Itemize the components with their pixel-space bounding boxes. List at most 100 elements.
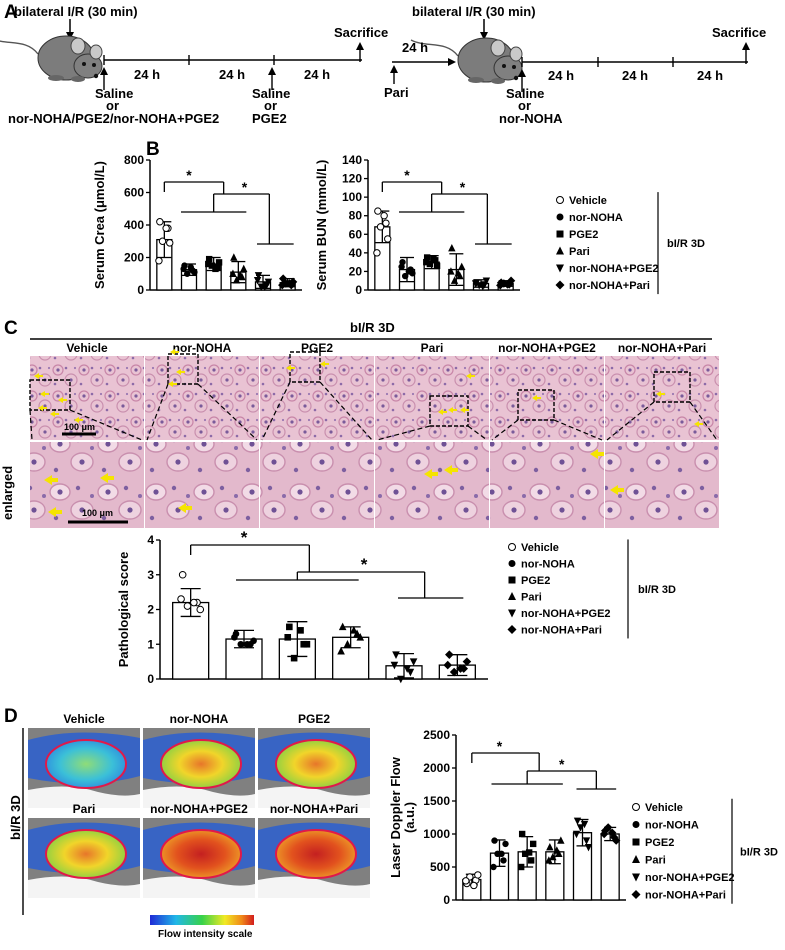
legend-b-marker-3 — [556, 246, 564, 255]
panel-a-left-mouse — [0, 35, 103, 83]
path-point-3-4 — [337, 646, 345, 655]
enlarged-label: enlarged — [0, 466, 15, 520]
ldf-point-5-1 — [609, 833, 619, 842]
ldf-point-4-0 — [573, 817, 582, 825]
crea-point-0-2 — [158, 237, 167, 245]
ldf-point-3-4 — [545, 856, 553, 864]
panel-a-left-treatment: nor-NOHA/PGE2/nor-NOHA+PGE2 — [8, 111, 219, 126]
bun-point-1-2 — [402, 272, 409, 280]
ldf-chart: 0 500 1000 1500 2000 2500 Laser Doppler Flow (a… — [388, 728, 626, 907]
he-arrow-1-2 — [168, 381, 177, 387]
path-point-5-2 — [449, 667, 459, 677]
crea-point-2-3 — [215, 259, 223, 266]
panel-a-left-day-3: 24 h — [304, 67, 330, 82]
he-zoom-box-4 — [517, 389, 555, 421]
legend-c-item-5: nor-NOHA+Pari — [521, 625, 602, 637]
crea-point-4-4 — [253, 277, 262, 285]
laser-white-3 — [28, 876, 140, 898]
ldf-point-0-4 — [462, 877, 470, 885]
he-col-label-3: Pari — [421, 341, 444, 355]
path-point-2-3 — [303, 640, 311, 648]
path-ytick-label-3: 3 — [147, 568, 154, 582]
crea-point-5-5 — [285, 279, 294, 288]
crea-sig-2-star: * — [242, 179, 248, 195]
he-zoom-line-r-3 — [467, 425, 488, 441]
crea-point-3-4 — [229, 269, 237, 277]
bun-point-1-4 — [398, 263, 405, 270]
he-scalebar-bottom-label: 100 μm — [82, 508, 113, 518]
bun-point-3-5 — [454, 269, 462, 277]
panel-a-left-sacrifice-arrowhead — [356, 42, 364, 50]
panel-a-left-saline-2: Saline — [252, 86, 290, 101]
ldf-point-3-0 — [546, 843, 554, 851]
ldf-point-5-4 — [599, 829, 609, 839]
panel-a-right-sacrifice-arrowhead — [742, 42, 750, 50]
legend-d-item-2: PGE2 — [645, 837, 674, 849]
crea-point-4-0 — [254, 272, 263, 280]
bun-point-5-5 — [503, 280, 512, 289]
path-point-4-1 — [406, 668, 415, 677]
bun-point-3-4 — [447, 267, 455, 275]
ldf-point-2-3 — [529, 840, 537, 848]
path-point-0-4 — [177, 595, 185, 603]
crea-point-4-3 — [264, 278, 273, 287]
bun-point-3-0 — [448, 244, 456, 252]
bun-ylabel: Serum BUN (mmol/L) — [314, 160, 329, 291]
legend-c-marker-1 — [508, 560, 516, 567]
legend-d-item-0: Vehicle — [645, 802, 683, 814]
laser-label-0: Vehicle — [63, 712, 105, 726]
bun-point-3-2 — [450, 276, 459, 284]
crea-point-0-4 — [155, 257, 163, 265]
legend-b: Vehicle nor-NOHA PGE2 Pari nor-NOHA+PGE2 nor-… — [555, 192, 705, 295]
path-point-2-5 — [297, 627, 304, 634]
path-point-2-2 — [290, 654, 298, 662]
panel-a-right-treatment: nor-NOHA — [499, 111, 563, 126]
he-enlarged-3 — [375, 442, 489, 528]
he-zoom-line-l-3 — [376, 425, 431, 441]
he-big-arrow-0-0 — [44, 475, 58, 485]
he-arrow-5-0 — [656, 391, 665, 397]
crea-point-4-5 — [261, 283, 269, 291]
panel-a-right-day-1: 24 h — [548, 68, 574, 83]
path-point-4-3 — [409, 658, 418, 666]
panel-a-left-saline2-arrowhead — [268, 67, 276, 75]
crea-point-1-5 — [187, 264, 194, 271]
he-zoom-line-l-1 — [146, 383, 169, 441]
legend-c-marker-0 — [508, 543, 516, 551]
he-col-label-0: Vehicle — [66, 341, 108, 355]
he-zoom-line-l-5 — [606, 401, 655, 441]
panel-a-right-pari: Pari — [384, 85, 409, 100]
panel-a-right-top-label: bilateral I/R (30 min) — [412, 4, 536, 19]
crea-point-0-3 — [166, 239, 174, 247]
panel-a-right-sacrifice: Sacrifice — [712, 25, 766, 40]
panel-b-label: B — [146, 139, 160, 160]
he-arrow-3-0 — [438, 409, 447, 415]
legend-c-item-4: nor-NOHA+PGE2 — [521, 608, 611, 620]
path-point-1-2 — [237, 640, 245, 648]
he-image-1 — [145, 356, 259, 440]
bun-point-0-2 — [376, 223, 385, 231]
crea-point-5-4 — [278, 280, 287, 290]
ldf-point-2-5 — [525, 849, 533, 856]
he-columns: Vehicle nor-NOHA PGE2 Pari nor-NOHA+PGE2 nor-… — [29, 341, 719, 528]
laser-label-3: Pari — [73, 802, 96, 816]
legend-c-item-1: nor-NOHA — [521, 559, 575, 571]
ldf-point-4-1 — [582, 837, 591, 845]
he-arrow-1-1 — [176, 369, 185, 375]
legend-d-marker-2 — [632, 838, 640, 846]
path-ytick-label-2: 2 — [147, 603, 154, 617]
path-point-4-4 — [390, 661, 399, 670]
he-enlarged-4 — [490, 442, 604, 528]
legend-c-item-3: Pari — [521, 592, 542, 604]
path-point-5-0 — [445, 650, 454, 659]
ldf-sig-2-star: * — [559, 756, 565, 772]
legend-c-marker-2 — [508, 576, 516, 584]
crea-point-3-2 — [232, 276, 241, 284]
he-image-4 — [490, 356, 604, 440]
he-big-arrow-1-0 — [178, 503, 192, 513]
ldf-ytick-label-1: 500 — [430, 860, 450, 874]
crea-point-1-2 — [184, 270, 191, 277]
ldf-point-0-5 — [470, 881, 478, 890]
